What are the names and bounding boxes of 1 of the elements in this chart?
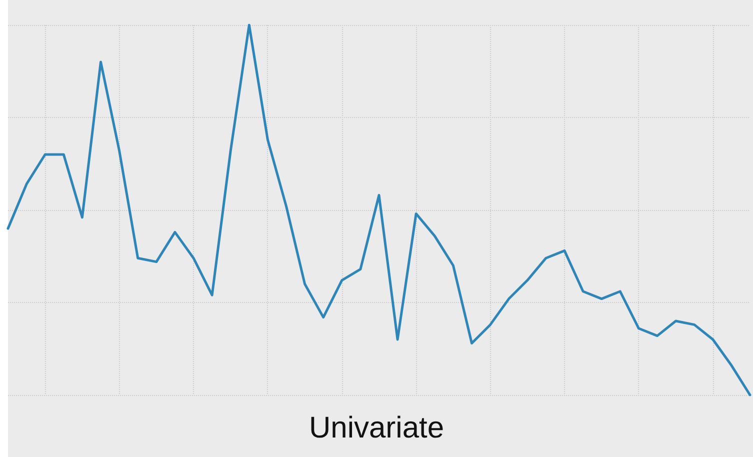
- text: Univariate: [308, 412, 444, 444]
